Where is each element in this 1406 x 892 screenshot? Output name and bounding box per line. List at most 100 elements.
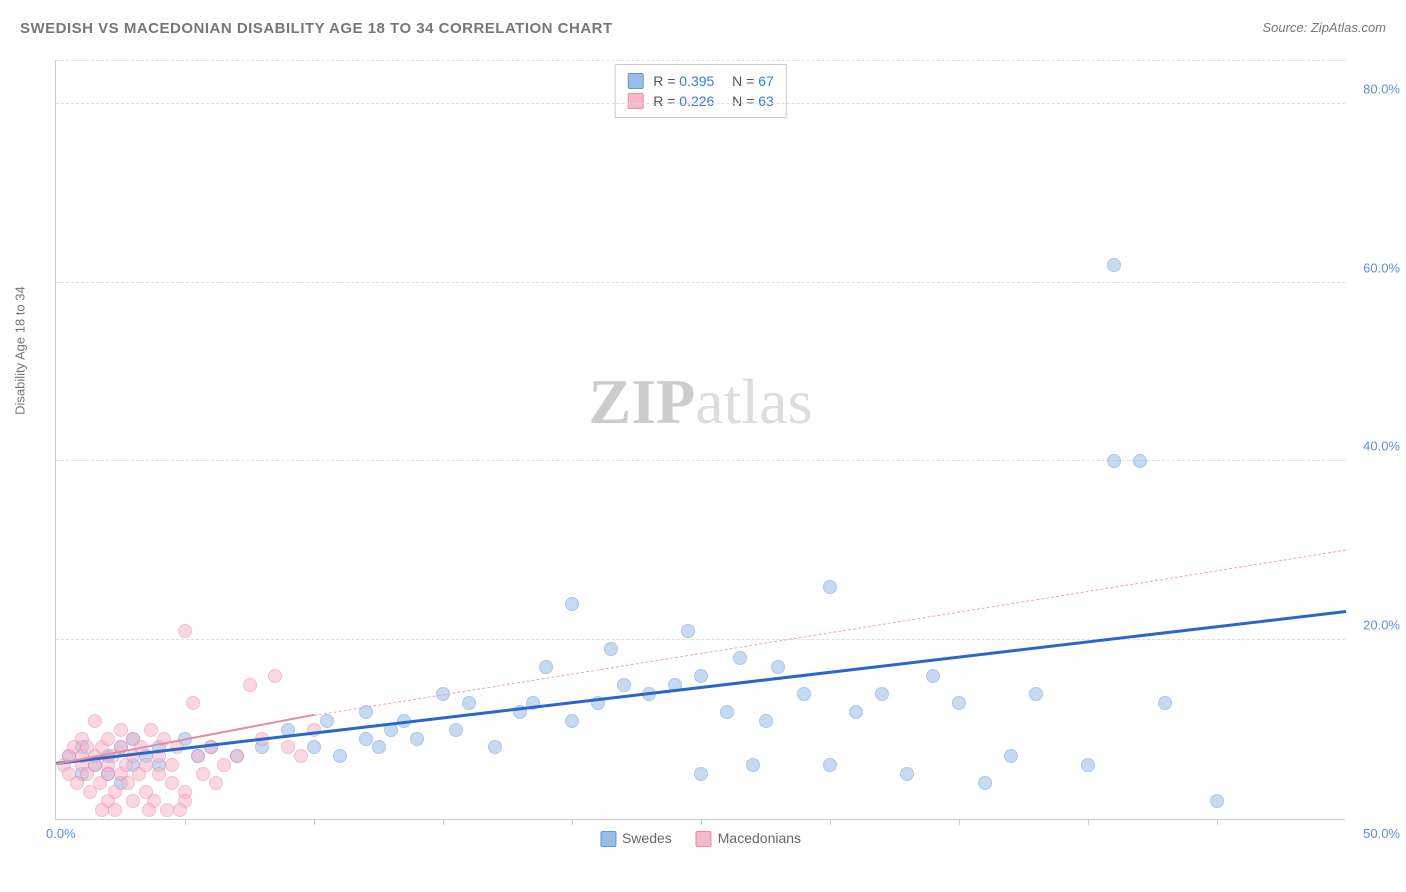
legend-r-label: R = 0.226 [653,93,714,109]
chart-title: SWEDISH VS MACEDONIAN DISABILITY AGE 18 … [20,20,613,37]
scatter-plot: ZIPatlas R = 0.395 N = 67R = 0.226 N = 6… [55,60,1345,820]
data-point [178,624,192,638]
data-point [372,740,386,754]
data-point [952,696,966,710]
gridline [56,282,1345,283]
correlation-legend: R = 0.395 N = 67R = 0.226 N = 63 [614,64,787,118]
legend-swatch [696,831,712,847]
data-point [165,758,179,772]
series-legend: Swedes Macedonians [600,830,801,847]
data-point [900,767,914,781]
data-point [196,767,210,781]
gridline [56,60,1345,61]
legend-swatch [627,73,643,89]
data-point [1158,696,1172,710]
x-max-label: 50.0% [1363,826,1400,841]
data-point [217,758,231,772]
x-tick [1217,819,1218,825]
data-point [142,803,156,817]
data-point [771,660,785,674]
data-point [230,749,244,763]
data-point [294,749,308,763]
data-point [694,767,708,781]
legend-row: R = 0.226 N = 63 [627,91,774,111]
data-point [152,767,166,781]
data-point [88,714,102,728]
x-origin-label: 0.0% [46,826,76,841]
data-point [746,758,760,772]
x-tick [1088,819,1089,825]
data-point [209,776,223,790]
data-point [95,803,109,817]
data-point [108,785,122,799]
data-point [604,642,618,656]
data-point [186,696,200,710]
trend-line [314,550,1346,716]
x-tick [185,819,186,825]
data-point [108,803,122,817]
x-tick [701,819,702,825]
y-axis-label: Disability Age 18 to 34 [13,286,28,415]
data-point [449,723,463,737]
data-point [101,732,115,746]
x-tick [830,819,831,825]
data-point [823,758,837,772]
data-point [1133,454,1147,468]
data-point [1081,758,1095,772]
data-point [333,749,347,763]
legend-item: Swedes [600,830,672,847]
data-point [139,758,153,772]
y-tick-label: 40.0% [1363,439,1400,454]
legend-n-label: N = 63 [724,93,773,109]
data-point [1107,454,1121,468]
data-point [243,678,257,692]
data-point [114,723,128,737]
data-point [978,776,992,790]
y-tick-label: 80.0% [1363,81,1400,96]
data-point [823,580,837,594]
gridline [56,639,1345,640]
data-point [307,740,321,754]
data-point [733,651,747,665]
data-point [165,776,179,790]
data-point [875,687,889,701]
data-point [759,714,773,728]
data-point [320,714,334,728]
data-point [797,687,811,701]
data-point [160,803,174,817]
data-point [539,660,553,674]
data-point [281,740,295,754]
legend-item: Macedonians [696,830,801,847]
data-point [268,669,282,683]
legend-swatch [627,93,643,109]
data-point [565,714,579,728]
data-point [926,669,940,683]
gridline [56,460,1345,461]
data-point [101,767,115,781]
x-tick [314,819,315,825]
data-point [173,803,187,817]
data-point [1029,687,1043,701]
data-point [410,732,424,746]
data-point [565,597,579,611]
data-point [720,705,734,719]
data-point [488,740,502,754]
data-point [1107,258,1121,272]
data-point [694,669,708,683]
data-point [681,624,695,638]
x-tick [443,819,444,825]
legend-n-label: N = 67 [724,73,773,89]
data-point [1210,794,1224,808]
data-point [359,732,373,746]
data-point [617,678,631,692]
data-point [1004,749,1018,763]
x-tick [959,819,960,825]
data-point [462,696,476,710]
source-attribution: Source: ZipAtlas.com [1262,20,1386,35]
legend-row: R = 0.395 N = 67 [627,71,774,91]
data-point [144,723,158,737]
data-point [126,794,140,808]
gridline [56,103,1345,104]
watermark-text: ZIPatlas [589,365,813,439]
data-point [849,705,863,719]
